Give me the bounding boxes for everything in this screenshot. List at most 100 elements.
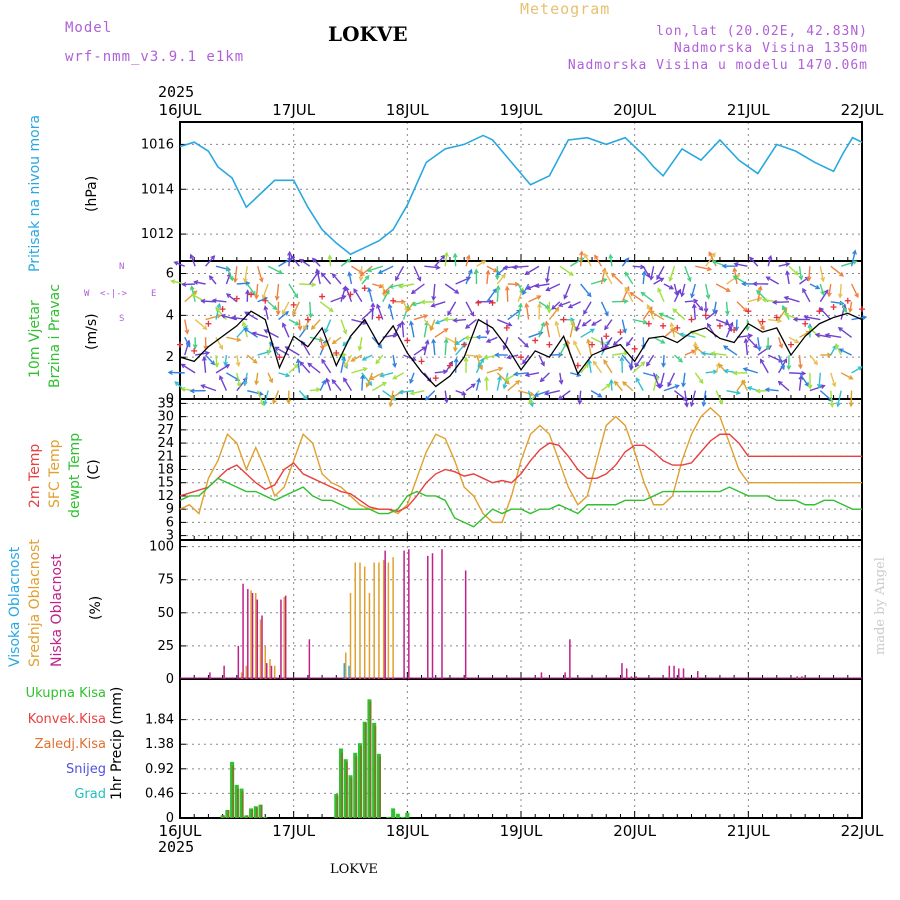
wind-arrow [299,258,311,267]
wind-arrowhead [287,250,292,256]
wind-arrowhead [192,290,198,296]
y-tick-label: 75 [157,573,174,588]
wind-arrowhead [669,322,675,328]
wind-arrowhead [360,374,365,380]
wind-arrow [600,337,605,352]
wind-arrowhead [649,275,654,281]
wind-arrow [559,372,563,384]
wind-arrow [243,372,248,386]
wind-arrow [840,301,847,313]
wind-arrow [201,384,217,392]
precip-bar-total [405,812,410,818]
wind-arrow [205,354,215,365]
wind-arrow [252,332,269,338]
wind-arrowhead [477,353,483,359]
wind-arrow [840,260,857,267]
wind-arrow [465,383,476,392]
wind-arrowhead [536,302,542,308]
wind-arrow [276,283,280,300]
wind-arrowhead [497,375,502,381]
wind-arrowhead [756,346,762,352]
wind-arrow [590,278,607,285]
wind-arrow [410,389,425,395]
wind-arrowhead [568,271,574,276]
wind-arrow [497,318,512,327]
y-tick-label: 2 [166,350,174,365]
wind-arrow [465,336,477,339]
wind-arrow [361,375,364,391]
wind-gust-mark [759,318,766,325]
wind-arrow [299,361,311,374]
wind-gust-mark [361,285,368,292]
wind-gust-mark [290,301,297,308]
wind-gust-mark [333,350,340,356]
wind-arrowhead [254,380,260,386]
wind-arrow [319,337,324,350]
wind-arrowhead [698,306,704,312]
wind-arrowhead [815,284,821,290]
wind-arrowhead [749,256,754,262]
wind-gust-mark [830,304,837,310]
wind-arrow [788,336,799,344]
wind-arrow [538,322,545,338]
wind-gust-mark [859,306,865,313]
wind-arrowhead [581,321,587,327]
wind-arrow [340,286,347,302]
wind-arrow [484,354,498,359]
wind-arrow [782,305,790,320]
wind-arrow [267,301,278,310]
wind-arrowhead [628,365,634,371]
wind-arrowhead [764,387,770,393]
wind-arrow [778,381,790,392]
wind-arrow [850,250,856,267]
y-tick-label: 6 [166,515,174,530]
wind-arrow [411,283,425,294]
precip-bar-total [244,815,249,818]
wind-arrow [570,372,581,377]
wind-arrow [309,388,320,392]
wind-arrow [507,380,520,392]
wind-gust-mark [773,314,780,321]
wind-arrowhead [275,310,281,316]
wind-arrow [621,257,630,267]
wind-arrow [432,339,436,356]
wind-arrow [255,283,259,299]
wind-arrow [171,280,185,285]
wind-arrow [673,354,683,363]
wind-arrowhead [443,337,449,344]
wind-arrowhead [700,351,706,356]
wind-arrow [226,372,240,381]
wind-arrowhead [732,275,738,280]
wind-arrowhead [743,337,749,344]
wind-arrowhead [583,309,588,315]
wind-arrowhead [801,371,807,376]
wind-arrowhead [524,302,530,308]
wind-arrowhead [443,316,449,322]
wind-arrow [837,390,842,407]
wind-arrowhead [684,402,689,408]
wind-arrow [332,336,342,345]
wind-arrowhead [820,384,826,390]
wind-gust-mark [631,345,638,352]
wind-arrow [326,378,332,391]
wind-arrowhead [431,295,437,302]
wind-arrowhead [361,356,367,361]
y-tick-label: 1012 [141,227,174,242]
wind-arrowhead [454,289,460,294]
wind-arrowhead [370,302,376,308]
wind-arrowhead [511,264,518,270]
wind-arrow [475,354,483,370]
wind-arrow [527,390,534,407]
wind-arrowhead [307,362,313,368]
wind-arrowhead [857,366,863,371]
wind-arrowhead [230,315,237,321]
wind-arrow [205,314,221,321]
wind-arrowhead [513,371,519,377]
wind-arrowhead [642,319,648,325]
wind-arrow [642,271,646,285]
precip-bar-convective [360,745,362,818]
wind-arrowhead [589,328,596,334]
wind-arrowhead [274,295,280,301]
wind-arrowhead [324,328,329,334]
